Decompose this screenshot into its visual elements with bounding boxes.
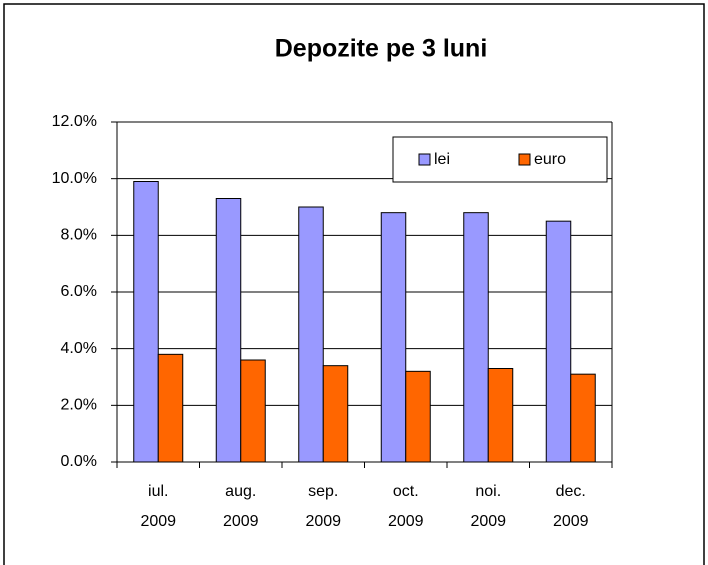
y-tick-label: 0.0% bbox=[61, 453, 97, 470]
x-tick-label: iul. 2009 bbox=[140, 483, 177, 530]
x-tick-label: aug. 2009 bbox=[222, 483, 259, 530]
legend-label: euro bbox=[534, 151, 566, 168]
y-tick-label: 2.0% bbox=[61, 397, 97, 414]
y-tick-label: 4.0% bbox=[61, 340, 97, 357]
bar bbox=[240, 359, 266, 463]
y-tick-label: 12.0% bbox=[52, 113, 97, 130]
bar bbox=[133, 181, 159, 463]
bar bbox=[322, 365, 349, 463]
x-tick-label: noi. 2009 bbox=[470, 483, 507, 530]
x-tick-label: dec. 2009 bbox=[552, 483, 589, 530]
legend-swatch bbox=[418, 153, 431, 166]
bar bbox=[570, 373, 596, 463]
bar bbox=[157, 353, 184, 463]
legend-label: lei bbox=[434, 151, 450, 168]
y-tick-label: 8.0% bbox=[61, 227, 97, 244]
x-tick-label: oct. 2009 bbox=[387, 483, 424, 530]
y-tick-label: 10.0% bbox=[52, 170, 97, 187]
bar bbox=[215, 198, 242, 463]
legend-swatch bbox=[518, 153, 531, 166]
bar bbox=[380, 212, 407, 463]
bar bbox=[298, 206, 324, 463]
bar bbox=[405, 370, 431, 463]
bar bbox=[487, 368, 514, 463]
bar bbox=[463, 212, 489, 463]
bar bbox=[545, 220, 572, 463]
x-tick-label: sep. 2009 bbox=[305, 483, 342, 530]
y-tick-label: 6.0% bbox=[61, 283, 97, 300]
chart-frame bbox=[3, 3, 705, 565]
chart-title: Depozite pe 3 luni bbox=[275, 35, 488, 63]
